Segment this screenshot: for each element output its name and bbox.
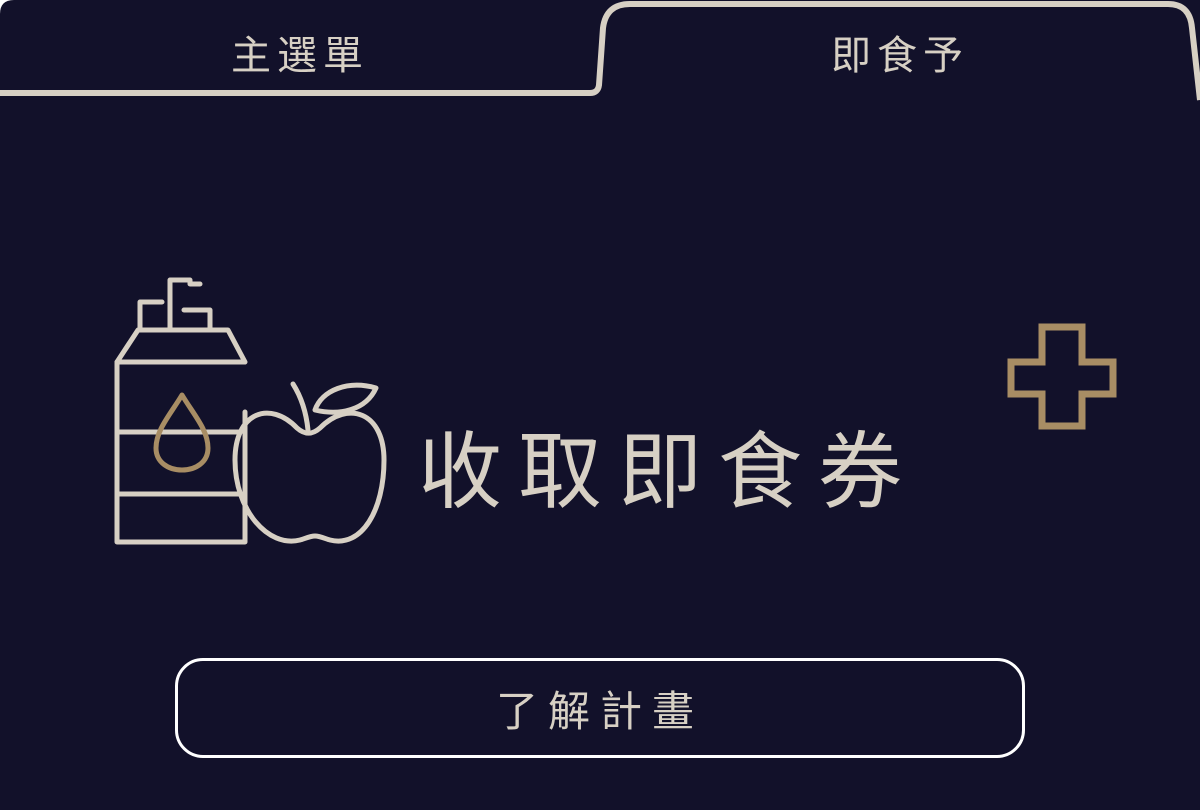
tab-instant-food[interactable]: 即食予 (831, 33, 969, 79)
tab-main-menu[interactable]: 主選單 (231, 33, 369, 79)
plus-icon (1007, 323, 1117, 430)
juice-carton-icon (114, 277, 248, 545)
food-illustration (100, 270, 400, 560)
apple-icon (232, 381, 387, 544)
learn-plan-button[interactable]: 了解計畫 (175, 658, 1025, 758)
page-title: 收取即食券 (418, 422, 919, 521)
